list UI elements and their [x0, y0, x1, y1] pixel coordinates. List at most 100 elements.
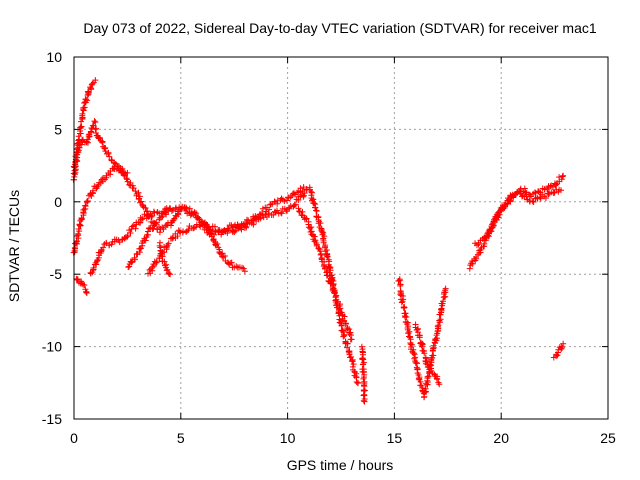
data-point — [160, 226, 167, 233]
data-point — [300, 192, 307, 199]
data-point — [207, 226, 214, 233]
data-point — [92, 77, 99, 84]
data-point — [243, 220, 250, 227]
data-point — [100, 244, 107, 251]
data-point — [558, 343, 565, 350]
x-tick-label: 5 — [177, 430, 185, 446]
data-point — [419, 341, 426, 348]
data-point — [197, 223, 204, 230]
data-point — [300, 193, 307, 200]
data-point — [439, 298, 446, 305]
data-point — [436, 381, 443, 388]
data-point — [424, 373, 431, 380]
data-point — [312, 204, 319, 211]
data-point — [273, 207, 280, 214]
data-point — [401, 303, 408, 310]
data-point — [558, 187, 565, 194]
data-point — [238, 223, 245, 230]
data-point — [340, 331, 347, 338]
data-point — [349, 358, 356, 365]
data-point — [522, 189, 529, 196]
data-point — [558, 176, 565, 183]
data-point — [190, 225, 197, 232]
data-point — [174, 233, 181, 240]
data-point — [124, 178, 131, 185]
data-point — [303, 215, 310, 222]
data-point — [277, 209, 284, 216]
data-point — [92, 119, 99, 126]
data-point — [360, 392, 367, 399]
x-tick-label: 0 — [70, 430, 78, 446]
data-point — [93, 130, 100, 137]
data-point — [327, 280, 334, 287]
data-point — [241, 268, 248, 275]
data-point — [90, 187, 97, 194]
data-point — [85, 89, 92, 96]
data-point — [185, 226, 192, 233]
data-point — [295, 205, 302, 212]
data-point — [344, 344, 351, 351]
data-point — [84, 197, 91, 204]
data-point — [164, 266, 171, 273]
chart-title: Day 073 of 2022, Sidereal Day-to-day VTE… — [83, 20, 596, 36]
data-point — [504, 201, 511, 208]
data-point — [128, 259, 135, 266]
data-point — [337, 305, 344, 312]
data-point — [75, 225, 82, 232]
data-point — [83, 288, 90, 295]
y-axis-label: SDTVAR / TECUs — [6, 190, 22, 302]
data-point — [410, 350, 417, 357]
data-point — [78, 216, 85, 223]
data-point — [161, 249, 168, 256]
data-point — [89, 80, 96, 87]
data-point — [169, 235, 176, 242]
data-point — [218, 250, 225, 257]
data-point — [486, 230, 493, 237]
data-point — [152, 221, 159, 228]
data-point — [466, 265, 473, 272]
data-point — [353, 373, 360, 380]
data-point — [83, 96, 90, 103]
data-point — [537, 195, 544, 202]
data-point — [78, 141, 85, 148]
data-point — [317, 248, 324, 255]
data-point — [76, 221, 83, 228]
data-point — [313, 207, 320, 214]
data-point — [92, 126, 99, 133]
data-point — [163, 243, 170, 250]
data-point — [421, 350, 428, 357]
data-point — [75, 231, 82, 238]
data-point — [138, 216, 145, 223]
x-tick-label: 10 — [280, 430, 296, 446]
data-point — [483, 233, 490, 240]
data-point — [183, 204, 190, 211]
data-point — [346, 330, 353, 337]
data-point — [258, 210, 265, 217]
data-point — [167, 271, 174, 278]
data-point — [184, 227, 191, 234]
y-tick-label: 0 — [54, 194, 62, 210]
data-point — [436, 319, 443, 326]
data-point — [405, 329, 412, 336]
y-tick-label: -5 — [50, 266, 63, 282]
x-tick-label: 25 — [600, 430, 616, 446]
data-point — [219, 250, 226, 257]
data-point — [186, 205, 193, 212]
data-point — [156, 242, 163, 249]
data-point — [129, 223, 136, 230]
data-point — [75, 147, 82, 154]
data-point — [81, 282, 88, 289]
data-point — [490, 219, 497, 226]
data-point — [338, 309, 345, 316]
data-point — [73, 238, 80, 245]
data-point — [91, 118, 98, 125]
data-point — [419, 343, 426, 350]
data-point — [274, 200, 281, 207]
y-tick-label: -10 — [42, 339, 62, 355]
data-point — [355, 379, 362, 386]
data-point — [560, 340, 567, 347]
data-point — [86, 133, 93, 140]
data-point — [193, 221, 200, 228]
data-point — [80, 281, 87, 288]
data-point — [398, 299, 405, 306]
